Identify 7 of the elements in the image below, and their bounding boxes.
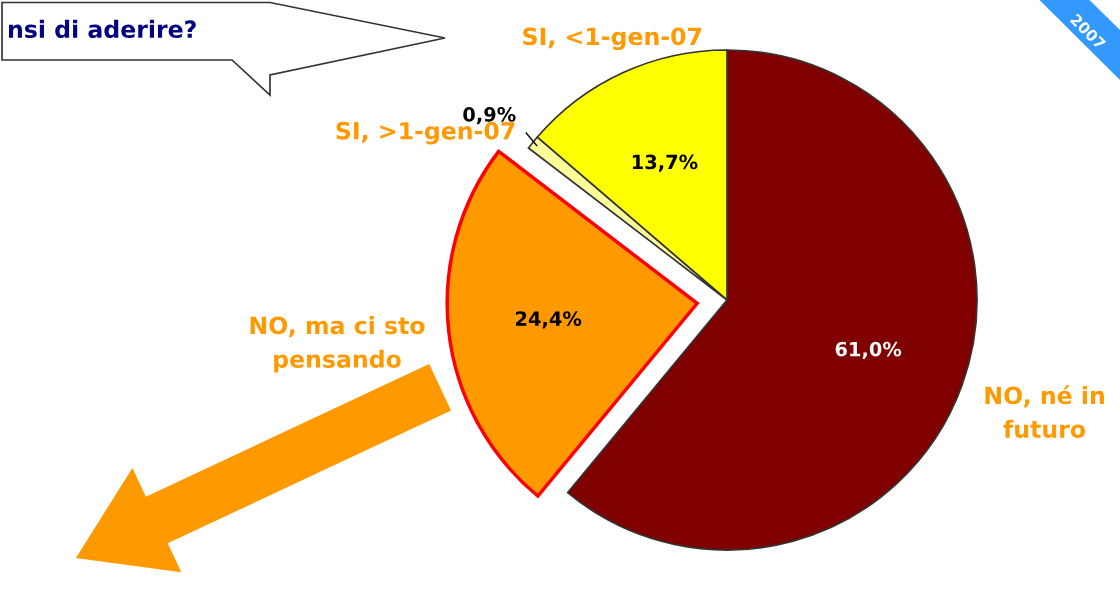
slice-label: SI, <1-gen-07 [523, 27, 702, 51]
data-label: 61,0% [835, 341, 902, 359]
chart-title: nsi di aderire? [8, 19, 196, 39]
slice-label: NO, né in futuro [985, 385, 1104, 438]
slice-label: NO, ma ci sto pensando [250, 316, 425, 373]
data-label: 24,4% [515, 311, 582, 329]
data-label: 13,7% [632, 154, 698, 172]
